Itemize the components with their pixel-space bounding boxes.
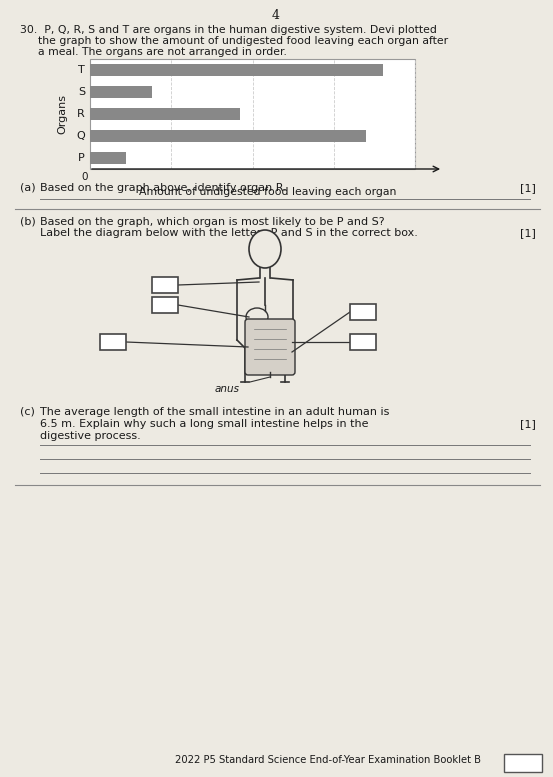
Text: 2022 P5 Standard Science End-of-Year Examination Booklet B: 2022 P5 Standard Science End-of-Year Exa…: [175, 755, 481, 765]
Ellipse shape: [246, 308, 268, 326]
Text: digestive process.: digestive process.: [40, 431, 141, 441]
Bar: [90, 64, 383, 75]
Text: Based on the graph, which organ is most likely to be P and S?: Based on the graph, which organ is most …: [40, 217, 385, 227]
Text: 0: 0: [81, 172, 88, 182]
Text: P: P: [79, 153, 85, 163]
Bar: [350, 334, 376, 350]
Text: Amount of undigested food leaving each organ: Amount of undigested food leaving each o…: [139, 187, 396, 197]
Bar: [90, 131, 366, 141]
Bar: [90, 59, 415, 169]
Bar: [100, 334, 126, 350]
Text: [1]: [1]: [520, 183, 536, 193]
Text: R: R: [77, 109, 85, 119]
Text: the graph to show the amount of undigested food leaving each organ after: the graph to show the amount of undigest…: [38, 36, 448, 46]
Text: [1]: [1]: [520, 228, 536, 238]
FancyBboxPatch shape: [245, 319, 295, 375]
Text: (c): (c): [20, 407, 35, 417]
Text: The average length of the small intestine in an adult human is: The average length of the small intestin…: [40, 407, 389, 417]
Text: [1]: [1]: [520, 419, 536, 429]
Text: 30.  P, Q, R, S and T are organs in the human digestive system. Devi plotted: 30. P, Q, R, S and T are organs in the h…: [20, 25, 437, 35]
Text: Q: Q: [76, 131, 85, 141]
Text: 6.5 m. Explain why such a long small intestine helps in the: 6.5 m. Explain why such a long small int…: [40, 419, 368, 429]
Bar: [152, 297, 178, 313]
Text: Organs: Organs: [57, 94, 67, 134]
Bar: [504, 754, 542, 772]
Text: a meal. The organs are not arranged in order.: a meal. The organs are not arranged in o…: [38, 47, 287, 57]
Bar: [350, 304, 376, 320]
Text: (a): (a): [20, 183, 35, 193]
Text: Based on the graph above, identify organ R.: Based on the graph above, identify organ…: [40, 183, 287, 193]
Bar: [90, 152, 126, 164]
Text: anus: anus: [215, 384, 240, 394]
Text: T: T: [79, 65, 85, 75]
Text: S: S: [78, 87, 85, 97]
Text: 4: 4: [272, 9, 280, 22]
Text: Label the diagram below with the letters P and S in the correct box.: Label the diagram below with the letters…: [40, 228, 418, 238]
Bar: [90, 108, 239, 120]
Ellipse shape: [249, 230, 281, 268]
Bar: [152, 277, 178, 293]
Text: (b): (b): [20, 217, 36, 227]
Bar: [90, 86, 152, 98]
